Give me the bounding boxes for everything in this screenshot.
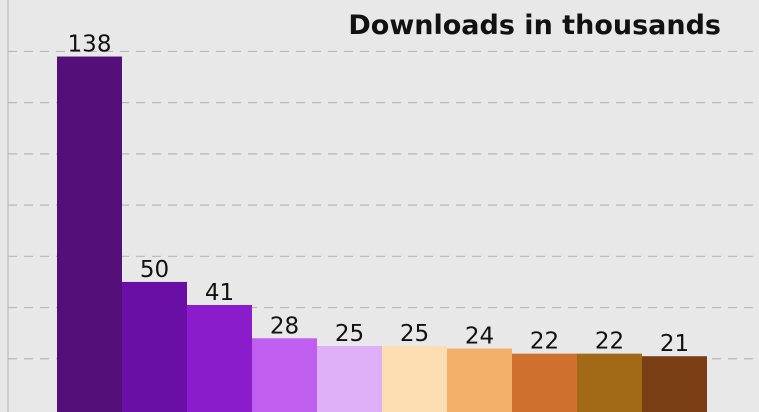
bar xyxy=(187,304,252,412)
data-labels: 138 50 41 28 25 25 24 22 22 21 xyxy=(68,32,690,358)
bars xyxy=(57,56,707,412)
bar xyxy=(642,356,707,412)
data-label: 41 xyxy=(205,280,234,306)
chart-title: Downloads in thousands xyxy=(348,10,721,41)
data-label: 24 xyxy=(465,324,494,350)
bar xyxy=(447,348,512,412)
bar xyxy=(577,353,642,412)
gridlines xyxy=(8,50,759,360)
bar xyxy=(512,353,577,412)
data-label: 25 xyxy=(400,321,429,347)
bar xyxy=(317,345,382,412)
bar xyxy=(122,281,187,412)
data-label: 138 xyxy=(68,32,112,58)
bar xyxy=(252,338,317,412)
data-label: 28 xyxy=(270,313,299,339)
data-label: 21 xyxy=(660,331,689,357)
data-label: 50 xyxy=(140,257,169,283)
data-label: 22 xyxy=(530,329,559,355)
data-label: 25 xyxy=(335,321,364,347)
bar xyxy=(57,56,122,412)
bar xyxy=(382,345,447,412)
data-label: 22 xyxy=(595,329,624,355)
